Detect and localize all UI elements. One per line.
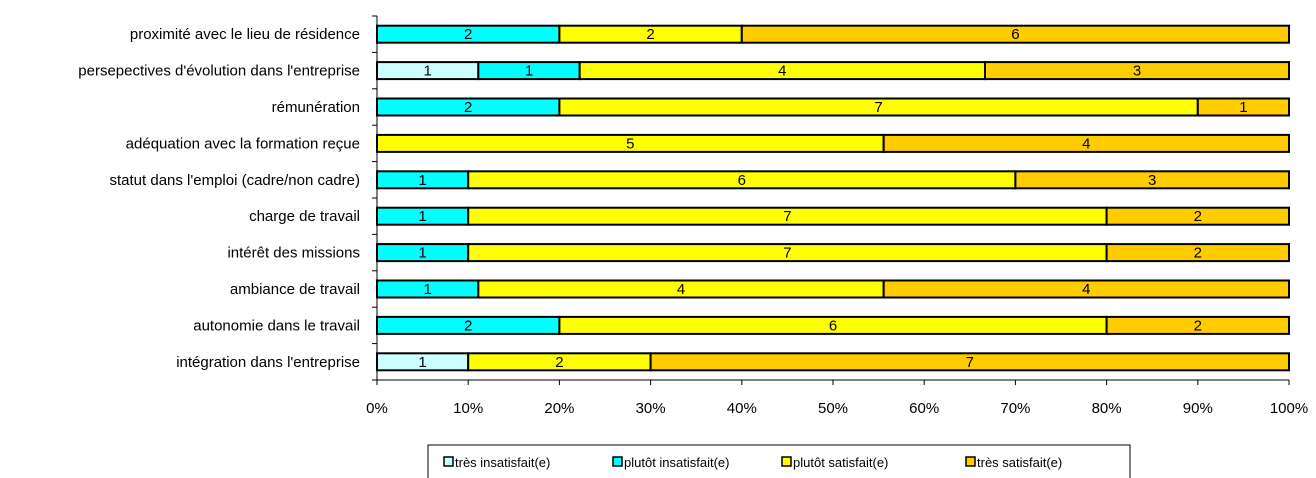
x-tick-label-4: 40%	[727, 400, 757, 417]
x-tick-label-7: 70%	[1000, 400, 1030, 417]
data-label-0-3: 6	[1011, 26, 1019, 43]
category-label-1: persepectives d'évolution dans l'entrepr…	[78, 63, 360, 80]
x-tick-label-10: 100%	[1270, 400, 1308, 417]
data-label-1-1: 1	[525, 63, 533, 80]
bar-segment-2-3	[1196, 97, 1291, 117]
bar-segment-4-3	[1014, 170, 1291, 190]
category-label-8: autonomie dans le travail	[193, 317, 360, 334]
bar-segment-7-3	[882, 279, 1291, 299]
data-label-3-3: 4	[1082, 135, 1090, 152]
bar-segment-0-3	[740, 24, 1290, 44]
bar-segment-6-3	[1105, 243, 1290, 263]
data-label-0-2: 2	[646, 26, 654, 43]
x-tick-label-3: 30%	[636, 400, 666, 417]
data-label-8-3: 2	[1194, 317, 1202, 334]
legend-label-3: très satisfait(e)	[977, 455, 1062, 470]
bar-segment-3-3	[882, 133, 1291, 153]
x-tick-label-2: 20%	[544, 400, 574, 417]
data-label-1-0: 1	[423, 63, 431, 80]
category-label-4: statut dans l'emploi (cadre/non cadre)	[110, 172, 361, 189]
x-tick-label-8: 80%	[1092, 400, 1122, 417]
legend-label-0: très insatisfait(e)	[455, 455, 550, 470]
data-label-9-0: 1	[418, 354, 426, 371]
data-label-8-2: 6	[829, 317, 837, 334]
data-label-0-1: 2	[464, 26, 472, 43]
category-label-9: intégration dans l'entreprise	[176, 354, 360, 371]
data-label-1-3: 3	[1133, 63, 1141, 80]
x-tick-label-1: 10%	[453, 400, 483, 417]
data-label-7-1: 1	[423, 281, 431, 298]
x-tick-label-0: 0%	[366, 400, 388, 417]
category-label-0: proximité avec le lieu de résidence	[130, 26, 360, 43]
bar-segment-5-3	[1105, 206, 1290, 226]
x-tick-label-9: 90%	[1183, 400, 1213, 417]
legend-label-2: plutôt satisfait(e)	[793, 455, 888, 470]
category-label-3: adéquation avec la formation reçue	[126, 135, 360, 152]
data-label-2-3: 1	[1239, 99, 1247, 116]
data-label-8-1: 2	[464, 317, 472, 334]
data-label-9-2: 2	[555, 354, 563, 371]
bars-group: 2 2 6 1 1 4 3 2 7 1 5 4 1 6 3 1 7 2 1 7 2 1 4 4 2 6 2 1 2 7	[376, 24, 1291, 372]
x-tick-label-6: 60%	[909, 400, 939, 417]
category-labels: proximité avec le lieu de résidence perse…	[78, 26, 360, 371]
x-tick-label-5: 50%	[818, 400, 848, 417]
data-label-6-3: 2	[1194, 245, 1202, 262]
legend-swatch-3	[965, 456, 976, 467]
legend-swatch-2	[781, 456, 792, 467]
bar-segment-9-3	[649, 352, 1290, 372]
data-label-5-3: 2	[1194, 208, 1202, 225]
x-axis-ticks: 0% 10% 20% 30% 40% 50% 60% 70% 80% 90% 100%	[366, 380, 1308, 417]
data-label-5-1: 1	[418, 208, 426, 225]
data-label-4-1: 1	[418, 172, 426, 189]
data-label-5-2: 7	[783, 208, 791, 225]
data-label-7-3: 4	[1082, 281, 1090, 298]
category-label-7: ambiance de travail	[230, 281, 360, 298]
legend-label-1: plutôt insatisfait(e)	[624, 455, 730, 470]
category-label-2: rémunération	[272, 99, 360, 116]
data-label-6-1: 1	[418, 245, 426, 262]
data-label-4-3: 3	[1148, 172, 1156, 189]
data-label-7-2: 4	[677, 281, 685, 298]
legend: très insatisfait(e) plutôt insatisfait(e)…	[427, 444, 1131, 478]
data-label-4-2: 6	[738, 172, 746, 189]
bar-segment-1-3	[984, 61, 1290, 81]
data-label-9-3: 7	[966, 354, 974, 371]
data-label-2-1: 2	[464, 99, 472, 116]
bar-segment-8-3	[1105, 315, 1290, 335]
legend-swatch-0	[443, 456, 454, 467]
data-label-6-2: 7	[783, 245, 791, 262]
legend-box	[427, 444, 1131, 478]
data-label-3-2: 5	[626, 135, 634, 152]
category-label-5: charge de travail	[249, 208, 360, 225]
category-label-6: intérêt des missions	[227, 245, 360, 262]
legend-swatch-1	[612, 456, 623, 467]
data-label-2-2: 7	[874, 99, 882, 116]
data-label-1-2: 4	[778, 63, 786, 80]
